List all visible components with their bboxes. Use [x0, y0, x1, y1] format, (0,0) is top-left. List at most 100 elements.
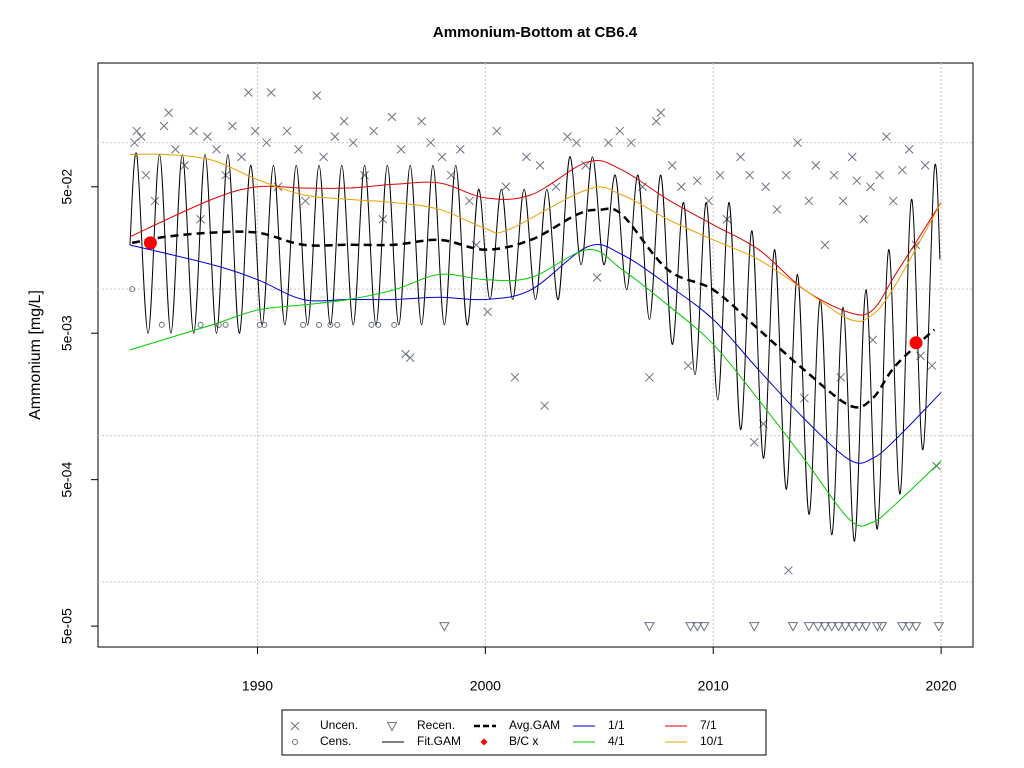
legend-label: 4/1	[608, 734, 625, 748]
data-point	[656, 108, 666, 118]
data-point	[615, 126, 625, 136]
data-point	[910, 622, 922, 632]
data-point	[132, 126, 142, 136]
data-point	[644, 622, 655, 632]
data-point	[143, 236, 157, 250]
series-line	[129, 153, 942, 322]
data-point	[237, 152, 246, 162]
data-point	[676, 182, 686, 192]
data-point	[866, 182, 875, 192]
data-point	[804, 196, 814, 206]
data-point	[348, 138, 358, 148]
data-point	[667, 161, 677, 170]
x-tick-label: 2020	[926, 678, 957, 694]
data-point	[736, 152, 745, 162]
data-point	[164, 108, 173, 118]
data-point	[510, 372, 520, 382]
data-point	[492, 126, 502, 136]
data-point	[812, 622, 824, 632]
data-point	[212, 145, 221, 154]
data-point	[339, 116, 349, 126]
data-point	[888, 196, 898, 206]
data-point	[572, 138, 581, 148]
data-point	[262, 138, 271, 148]
data-point	[698, 622, 710, 632]
data-point	[626, 138, 636, 148]
legend-swatch	[292, 739, 298, 745]
data-point	[540, 401, 549, 411]
legend-label: Fit.GAM	[417, 734, 461, 748]
data-point	[396, 145, 406, 154]
data-point	[417, 116, 426, 126]
data-point	[391, 321, 398, 328]
data-point	[898, 165, 907, 175]
data-point	[781, 170, 791, 180]
data-point	[401, 349, 410, 359]
data-point	[551, 182, 561, 192]
data-point	[761, 182, 770, 192]
data-point	[405, 353, 415, 363]
x-tick-label: 2000	[470, 678, 501, 694]
chart-title: Ammonium-Bottom at CB6.4	[433, 24, 638, 41]
x-tick-label: 2010	[698, 678, 729, 694]
data-point	[465, 196, 474, 206]
data-point	[772, 205, 782, 214]
series-line	[129, 152, 941, 542]
data-point	[171, 145, 180, 154]
data-point	[501, 182, 511, 192]
data-point	[368, 321, 375, 328]
data-point	[300, 321, 307, 328]
data-point	[933, 622, 945, 632]
data-point	[282, 126, 292, 136]
series-line	[129, 159, 942, 316]
data-point	[876, 622, 888, 632]
data-point	[426, 138, 436, 148]
legend-label: B/C x	[509, 734, 538, 748]
data-point	[159, 121, 169, 131]
data-point	[455, 145, 465, 154]
data-point	[829, 170, 839, 180]
data-point	[141, 170, 151, 180]
legend-swatch	[290, 721, 300, 731]
data-point	[927, 361, 937, 371]
data-point	[651, 116, 661, 126]
y-tick-label: 5e-05	[59, 608, 75, 644]
data-point	[180, 161, 189, 170]
data-point	[369, 126, 379, 136]
data-point	[836, 372, 846, 382]
data-point	[826, 622, 838, 632]
data-point	[847, 152, 857, 162]
data-point	[189, 126, 199, 136]
data-point	[130, 138, 139, 148]
x-tick-label: 1990	[242, 678, 273, 694]
data-point	[645, 372, 654, 382]
data-point	[903, 622, 915, 632]
data-point	[360, 170, 369, 180]
data-point	[911, 240, 921, 250]
data-point	[387, 112, 397, 122]
data-point	[592, 273, 602, 282]
data-point	[840, 622, 851, 632]
legend-label: Recen.	[417, 718, 455, 732]
data-point	[811, 161, 821, 170]
legend-label: Cens.	[320, 734, 351, 748]
data-point	[150, 196, 160, 206]
data-point	[787, 622, 799, 632]
data-point	[327, 321, 334, 328]
series-line	[131, 207, 936, 409]
y-tick-label: 5e-03	[59, 315, 75, 351]
legend-swatch	[480, 738, 488, 746]
data-point	[833, 622, 844, 632]
data-point	[868, 335, 878, 345]
data-point	[244, 88, 253, 97]
data-point	[312, 91, 322, 100]
data-point	[875, 170, 884, 180]
data-point	[438, 622, 450, 632]
legend-label: 1/1	[608, 718, 625, 732]
legend-swatch	[386, 722, 398, 732]
plot-frame	[97, 62, 974, 648]
data-point	[228, 121, 237, 131]
data-point	[745, 170, 755, 180]
data-point	[793, 138, 802, 148]
